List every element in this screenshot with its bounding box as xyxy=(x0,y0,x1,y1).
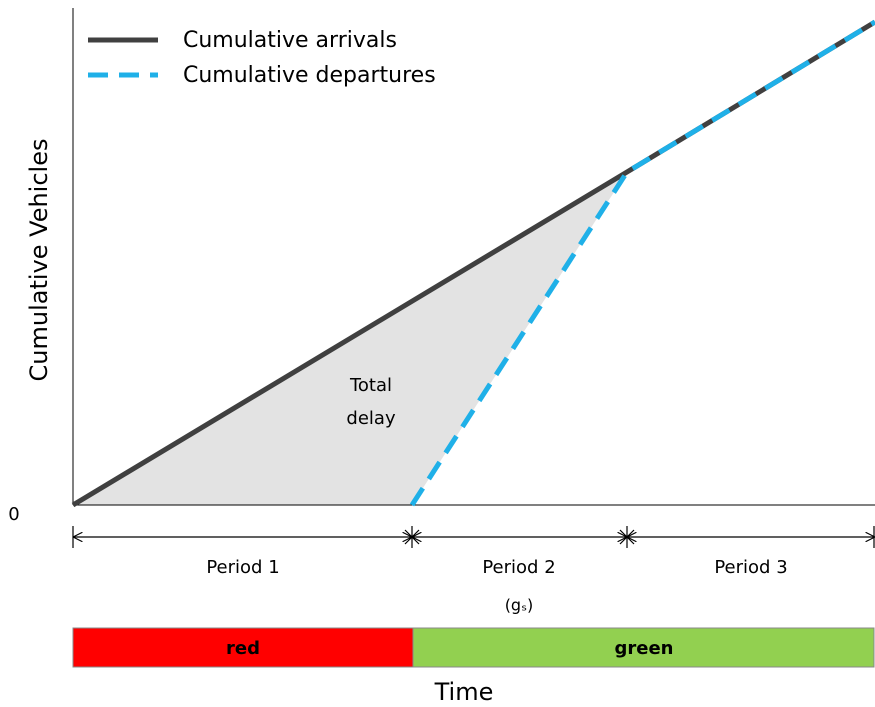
period-label: Period 3 xyxy=(714,557,787,578)
red-phase xyxy=(72,627,414,668)
departures-line xyxy=(409,19,875,507)
green-phase xyxy=(412,627,875,668)
signal-label: red xyxy=(226,638,260,659)
legend-label: Cumulative arrivals xyxy=(183,28,397,53)
x-axis-label: Time xyxy=(434,678,494,706)
y-axis-label: Cumulative Vehicles xyxy=(25,139,53,382)
period-label: Period 2 xyxy=(482,557,555,578)
signal-label: green xyxy=(615,638,674,659)
period-arrows xyxy=(72,526,875,548)
annotation: Total xyxy=(349,375,392,396)
period-note: (gₛ) xyxy=(505,596,534,615)
legend-label: Cumulative departures xyxy=(183,63,436,88)
annotation: delay xyxy=(346,408,396,429)
origin-label: 0 xyxy=(8,504,19,525)
period-label: Period 1 xyxy=(206,557,279,578)
